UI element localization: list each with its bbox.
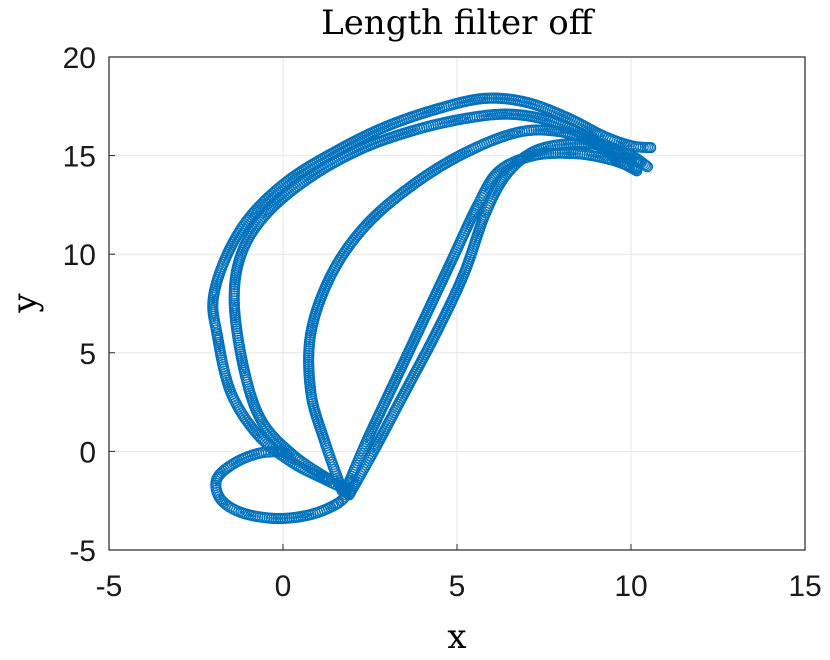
y-tick-label: 10 bbox=[63, 239, 96, 272]
y-tick-label: 20 bbox=[63, 42, 96, 75]
y-tick-label: -5 bbox=[69, 535, 96, 568]
y-tick-labels: -5 0 5 10 15 20 bbox=[63, 42, 115, 568]
data-point bbox=[294, 178, 306, 191]
x-axis-label: x bbox=[447, 617, 466, 657]
data-point bbox=[631, 163, 643, 175]
data-point bbox=[645, 142, 657, 154]
x-tick-label: -5 bbox=[96, 570, 123, 603]
x-tick-label: 10 bbox=[614, 570, 647, 603]
data-point bbox=[641, 161, 654, 173]
y-tick-label: 0 bbox=[79, 436, 96, 469]
y-tick-label: 5 bbox=[79, 338, 96, 371]
x-tick-label: 0 bbox=[275, 570, 292, 603]
x-tick-label: 5 bbox=[449, 570, 466, 603]
data-point bbox=[261, 423, 273, 435]
x-tick-labels: -5 0 5 10 15 bbox=[96, 544, 822, 603]
data-point bbox=[296, 177, 308, 189]
y-tick-label: 15 bbox=[63, 141, 96, 174]
y-axis-label: y bbox=[5, 293, 45, 314]
data-points bbox=[207, 92, 657, 525]
data-point bbox=[292, 180, 304, 192]
chart-title: Length filter off bbox=[321, 3, 596, 43]
data-point bbox=[330, 498, 342, 511]
x-tick-label: 15 bbox=[788, 570, 821, 603]
data-point bbox=[488, 170, 501, 182]
